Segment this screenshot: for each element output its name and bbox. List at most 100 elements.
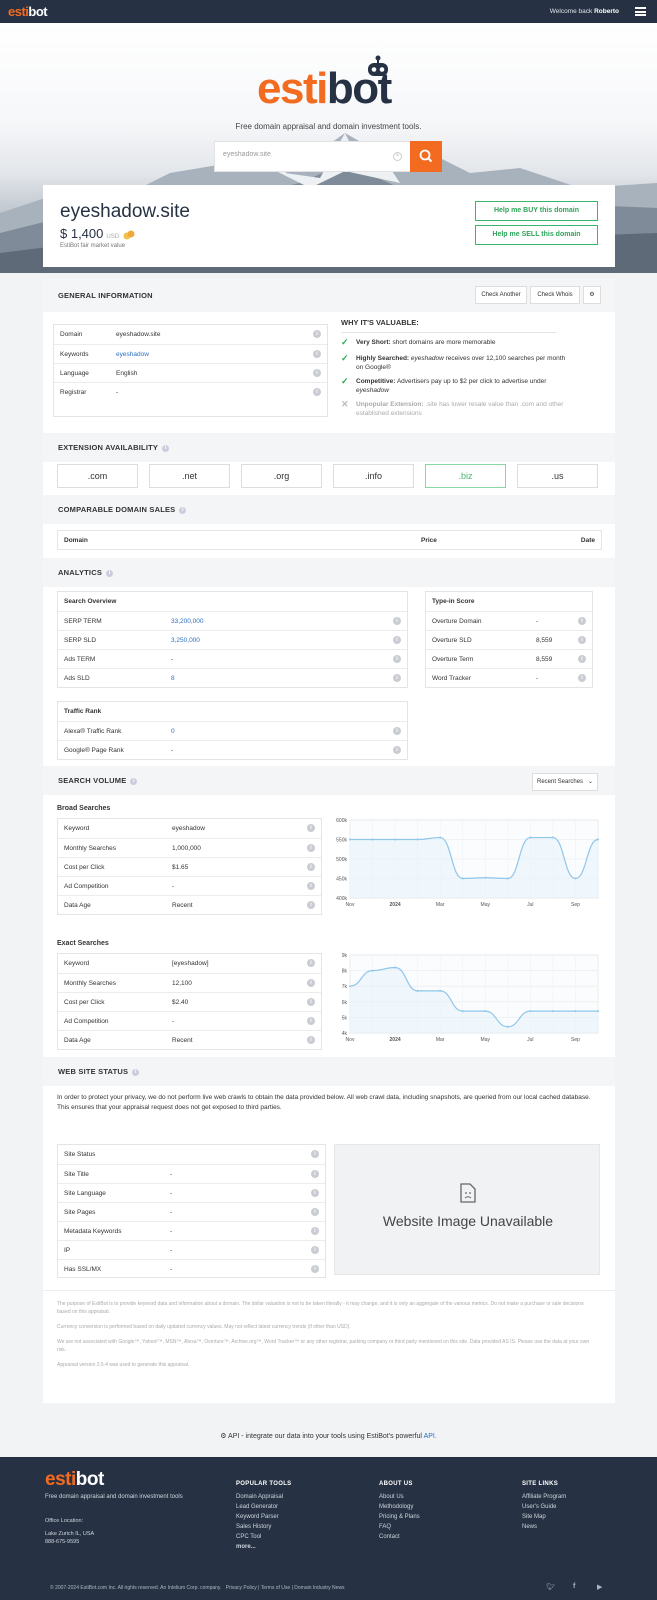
header-logo[interactable]: estibot: [8, 4, 48, 19]
row-value[interactable]: 0: [171, 728, 175, 735]
footer-link[interactable]: more...: [236, 1544, 256, 1550]
extension-us[interactable]: .us: [517, 464, 598, 488]
series-area: [350, 967, 598, 1033]
info-icon[interactable]: i: [307, 901, 315, 909]
footer-link[interactable]: Pricing & Plans: [379, 1514, 420, 1520]
settings-gear-button[interactable]: ⚙: [583, 286, 601, 304]
row-value: -: [170, 1266, 173, 1273]
youtube-icon[interactable]: ▶: [597, 1584, 603, 1591]
x-tick-label: May: [481, 1037, 491, 1043]
check-another-button[interactable]: Check Another: [475, 286, 527, 304]
info-icon[interactable]: i: [311, 1150, 319, 1158]
domain-news-link[interactable]: | Domain Industry News: [291, 1585, 345, 1591]
row-value[interactable]: eyeshadow: [116, 351, 149, 358]
hamburger-menu-icon[interactable]: [635, 7, 646, 16]
footer-link[interactable]: Site Map: [522, 1514, 546, 1520]
info-icon[interactable]: i: [311, 1208, 319, 1216]
info-icon[interactable]: i: [307, 959, 315, 967]
search-input[interactable]: [223, 151, 383, 158]
check-whois-button[interactable]: Check Whois: [530, 286, 580, 304]
col-price[interactable]: Price: [421, 537, 437, 544]
why-valuable-panel: WHY IT'S VALUABLE: ✓ Very Short: short do…: [341, 318, 581, 417]
row-label: Overture SLD: [432, 637, 472, 644]
row-label: Data Age: [64, 1037, 91, 1044]
info-icon[interactable]: i: [393, 727, 401, 735]
info-icon[interactable]: i: [307, 1036, 315, 1044]
extension-com[interactable]: .com: [57, 464, 138, 488]
footer-link[interactable]: Sales History: [236, 1524, 272, 1530]
privacy-terms-link[interactable]: Privacy Policy | Terms of Use: [225, 1585, 291, 1591]
sell-domain-button[interactable]: Help me SELL this domain: [475, 225, 598, 245]
info-icon[interactable]: i: [307, 844, 315, 852]
col-date[interactable]: Date: [580, 537, 595, 544]
footer-link[interactable]: Keyword Parser: [236, 1514, 279, 1520]
row-value[interactable]: 8: [171, 675, 175, 682]
info-icon[interactable]: i: [307, 863, 315, 871]
footer-link[interactable]: News: [522, 1524, 538, 1530]
info-icon[interactable]: i: [307, 882, 315, 890]
table-header: Search Overview: [58, 592, 407, 611]
comparable-sales-table: Domain Price Date: [57, 530, 602, 550]
series-line: [349, 966, 598, 1028]
info-icon[interactable]: i: [578, 636, 586, 644]
footer-link[interactable]: Contact: [379, 1534, 400, 1540]
info-icon[interactable]: i: [313, 369, 321, 377]
row-value: Recent: [172, 1037, 193, 1044]
info-icon[interactable]: i: [307, 824, 315, 832]
row-label: Registrar: [60, 389, 87, 396]
info-icon[interactable]: i: [313, 330, 321, 338]
extension-net[interactable]: .net: [149, 464, 230, 488]
footer-link[interactable]: About Us: [379, 1494, 404, 1500]
info-icon[interactable]: i: [162, 444, 170, 452]
info-icon[interactable]: i: [578, 655, 586, 663]
footer-link[interactable]: User's Guide: [522, 1504, 557, 1510]
footer-link[interactable]: Affiliate Program: [522, 1494, 567, 1500]
footer-link[interactable]: FAQ: [379, 1524, 392, 1530]
info-icon[interactable]: i: [311, 1246, 319, 1254]
info-icon[interactable]: i: [393, 617, 401, 625]
info-icon[interactable]: i: [311, 1189, 319, 1197]
facebook-icon[interactable]: f: [573, 1583, 576, 1590]
info-icon[interactable]: i: [393, 674, 401, 682]
info-icon[interactable]: i: [132, 1068, 140, 1076]
extension-org[interactable]: .org: [241, 464, 322, 488]
row-value[interactable]: 33,200,000: [171, 618, 204, 625]
info-icon[interactable]: i: [578, 617, 586, 625]
info-icon[interactable]: i: [393, 655, 401, 663]
info-icon[interactable]: i: [313, 350, 321, 358]
info-icon[interactable]: i: [393, 636, 401, 644]
row-value[interactable]: 3,250,000: [171, 637, 200, 644]
footer-logo[interactable]: estibot: [45, 1469, 104, 1490]
extension-info[interactable]: .info: [333, 464, 414, 488]
clear-search-icon[interactable]: ×: [393, 152, 402, 161]
search-button[interactable]: [410, 141, 442, 172]
info-icon[interactable]: i: [393, 746, 401, 754]
recent-searches-select[interactable]: Recent Searches ⌄: [532, 773, 598, 791]
info-icon[interactable]: i: [130, 777, 138, 785]
footer-link[interactable]: Domain Appraisal: [236, 1494, 284, 1500]
user-name[interactable]: Roberto: [594, 8, 619, 15]
extension-biz[interactable]: .biz: [425, 464, 506, 488]
info-icon[interactable]: i: [311, 1227, 319, 1235]
check-icon: ✓: [341, 353, 349, 363]
info-icon[interactable]: i: [307, 979, 315, 987]
info-icon[interactable]: i: [578, 674, 586, 682]
info-icon[interactable]: i: [179, 506, 187, 514]
buy-domain-button[interactable]: Help me BUY this domain: [475, 201, 598, 221]
data-point: [461, 1010, 464, 1013]
section-title: COMPARABLE DOMAIN SALES: [58, 505, 176, 514]
info-icon[interactable]: i: [311, 1265, 319, 1273]
api-link[interactable]: API.: [423, 1433, 437, 1440]
row-value: -: [170, 1228, 173, 1235]
footer-link[interactable]: Methodology: [379, 1504, 414, 1510]
info-icon[interactable]: i: [307, 1017, 315, 1025]
footer-link[interactable]: CPC Tool: [236, 1534, 262, 1540]
info-icon[interactable]: i: [307, 998, 315, 1006]
twitter-icon[interactable]: 🐦︎: [546, 1584, 555, 1591]
info-icon[interactable]: i: [106, 569, 114, 577]
website-snapshot: Website Image Unavailable: [334, 1144, 600, 1275]
info-icon[interactable]: i: [311, 1170, 319, 1178]
footer-link[interactable]: Lead Generator: [236, 1504, 279, 1510]
col-domain[interactable]: Domain: [64, 537, 88, 544]
info-icon[interactable]: i: [313, 388, 321, 396]
